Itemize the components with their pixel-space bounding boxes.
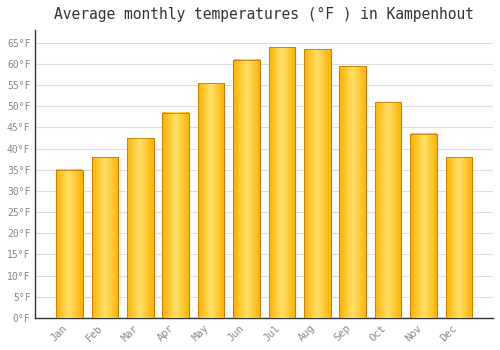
- Bar: [127, 138, 154, 318]
- Bar: [268, 47, 295, 318]
- Bar: [340, 66, 366, 318]
- Bar: [233, 60, 260, 318]
- Bar: [340, 66, 366, 318]
- Bar: [410, 134, 437, 318]
- Bar: [198, 83, 224, 318]
- Bar: [56, 170, 82, 318]
- Bar: [268, 47, 295, 318]
- Bar: [92, 157, 118, 318]
- Bar: [162, 113, 189, 318]
- Bar: [198, 83, 224, 318]
- Title: Average monthly temperatures (°F ) in Kampenhout: Average monthly temperatures (°F ) in Ka…: [54, 7, 474, 22]
- Bar: [162, 113, 189, 318]
- Bar: [375, 102, 402, 318]
- Bar: [446, 157, 472, 318]
- Bar: [304, 49, 330, 318]
- Bar: [410, 134, 437, 318]
- Bar: [92, 157, 118, 318]
- Bar: [375, 102, 402, 318]
- Bar: [233, 60, 260, 318]
- Bar: [127, 138, 154, 318]
- Bar: [56, 170, 82, 318]
- Bar: [304, 49, 330, 318]
- Bar: [446, 157, 472, 318]
